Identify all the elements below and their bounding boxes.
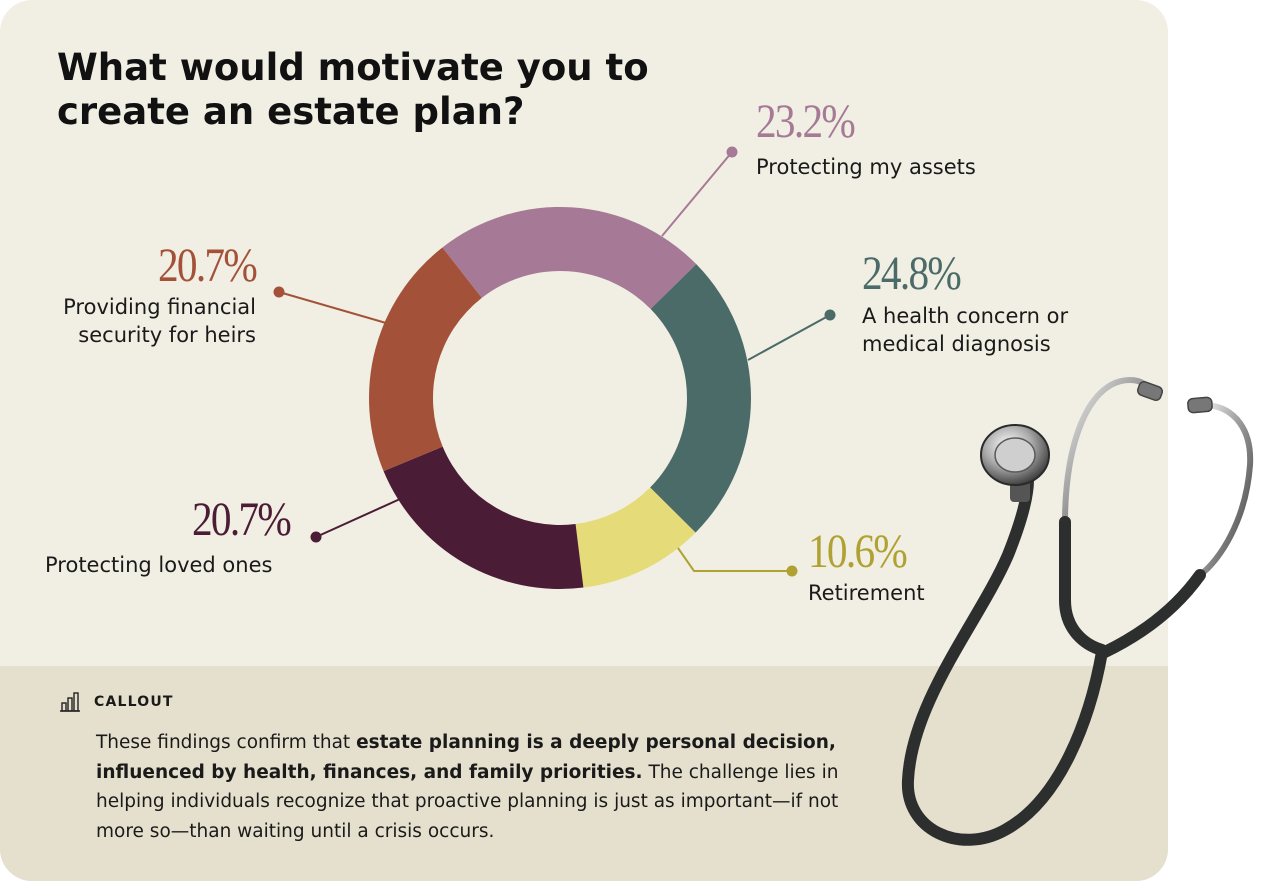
label-financial-security-heirs-line1: Providing financial bbox=[63, 295, 256, 319]
bar-chart-icon bbox=[60, 692, 80, 712]
leader-financial-security-heirs bbox=[278, 291, 387, 324]
pct-protecting-assets: 23.2% bbox=[756, 95, 856, 148]
callout-title: CALLOUT bbox=[94, 694, 174, 710]
pct-financial-security-heirs: 20.7% bbox=[157, 239, 258, 292]
pct-health-concern: 24.8% bbox=[862, 247, 962, 300]
pct-retirement: 10.6% bbox=[808, 525, 908, 578]
label-protecting-loved-ones: Protecting loved ones bbox=[45, 553, 273, 577]
page-title: What would motivate you to create an est… bbox=[57, 46, 649, 133]
leader-protecting-loved-ones bbox=[315, 498, 401, 538]
callout-text-emphasis: estate planning is a deeply personal dec… bbox=[96, 732, 836, 783]
leader-protecting-assets bbox=[661, 151, 733, 237]
infographic-card bbox=[0, 0, 1168, 881]
slice-protecting-assets bbox=[442, 206, 697, 310]
callout-text-conclusion: The challenge lies in helping individual… bbox=[96, 761, 839, 842]
label-financial-security-heirs-line2: security for heirs bbox=[78, 323, 256, 347]
callout-text: These findings confirm that estate plann… bbox=[96, 728, 856, 846]
leader-retirement-dot bbox=[786, 565, 798, 577]
stethoscope-icon bbox=[901, 376, 1254, 846]
label-protecting-assets: Protecting my assets bbox=[756, 155, 976, 179]
leader-protecting-loved-ones-dot bbox=[310, 531, 322, 543]
callout-header: CALLOUT bbox=[58, 690, 174, 714]
slice-protecting-loved-ones bbox=[383, 446, 584, 589]
slice-financial-security-heirs bbox=[369, 247, 482, 472]
leader-health-concern-dot bbox=[824, 309, 836, 321]
leader-financial-security-heirs-dot bbox=[273, 286, 285, 298]
label-health-concern-line2: medical diagnosis bbox=[862, 332, 1051, 356]
slice-retirement bbox=[575, 487, 696, 588]
leader-protecting-assets-dot bbox=[726, 146, 738, 158]
pct-protecting-loved-ones: 20.7% bbox=[191, 493, 292, 546]
callout-text-intro: These findings confirm that bbox=[96, 732, 357, 753]
label-retirement: Retirement bbox=[808, 581, 925, 605]
label-health-concern-line1: A health concern or bbox=[862, 304, 1069, 328]
leader-health-concern bbox=[747, 314, 831, 361]
slice-health-concern bbox=[650, 264, 752, 533]
leader-retirement bbox=[677, 547, 792, 572]
